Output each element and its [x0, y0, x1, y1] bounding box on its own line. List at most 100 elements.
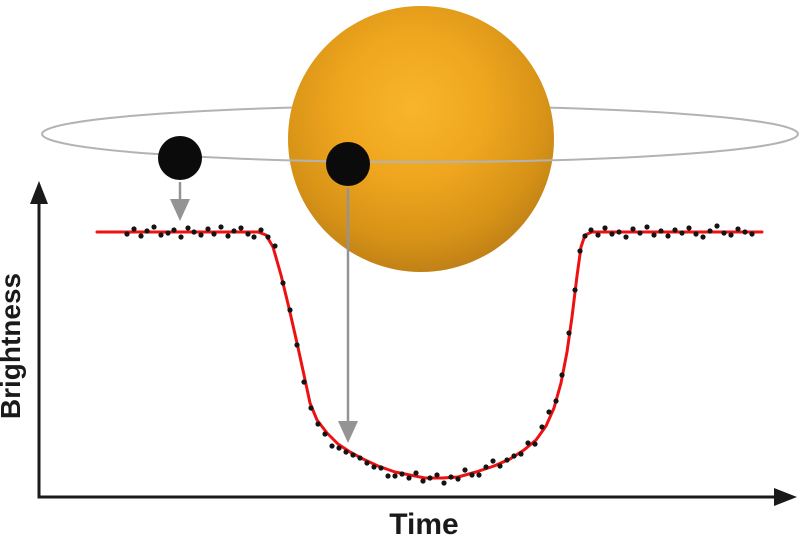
data-point: [191, 229, 197, 235]
data-point: [504, 457, 510, 463]
data-point: [287, 307, 293, 313]
data-point: [714, 223, 720, 229]
data-point: [728, 232, 734, 238]
axes: [30, 181, 797, 506]
data-point: [525, 440, 531, 446]
arrow-head-icon: [170, 199, 190, 221]
data-point: [357, 455, 363, 461]
data-point: [546, 409, 552, 415]
data-point: [280, 280, 286, 286]
data-point: [679, 230, 685, 236]
planet-out-of-transit: [158, 136, 202, 180]
star: [288, 6, 554, 272]
data-point: [185, 225, 191, 231]
data-point: [539, 424, 545, 430]
data-point: [225, 233, 231, 239]
data-point: [616, 229, 622, 235]
data-point: [171, 227, 177, 233]
orbit-front-arc: [41, 133, 799, 163]
data-point: [566, 330, 572, 336]
data-point: [700, 234, 706, 240]
data-point: [577, 248, 583, 254]
data-point: [490, 458, 496, 464]
data-point: [658, 228, 664, 234]
data-point: [251, 234, 257, 240]
data-point: [462, 467, 468, 473]
data-point: [336, 445, 342, 451]
data-point: [364, 460, 370, 466]
data-point: [205, 226, 211, 232]
data-point: [630, 226, 636, 232]
y-axis-label: Brightness: [0, 273, 26, 419]
data-point: [315, 421, 321, 427]
data-point: [735, 226, 741, 232]
data-point: [553, 398, 559, 404]
data-point: [238, 225, 244, 231]
data-point: [448, 474, 454, 480]
pointer-arrow-transit: [338, 188, 358, 443]
data-point: [413, 470, 419, 476]
data-point: [651, 232, 657, 238]
y-axis-arrowhead-icon: [30, 181, 48, 204]
data-point: [686, 225, 692, 231]
data-point: [308, 405, 314, 411]
x-axis-arrowhead-icon: [774, 488, 797, 506]
data-point: [371, 464, 377, 470]
data-point: [532, 441, 538, 447]
data-point: [406, 475, 412, 481]
data-point: [151, 224, 157, 230]
data-point: [420, 478, 426, 484]
data-point: [218, 224, 224, 230]
data-point: [707, 228, 713, 234]
data-point: [301, 379, 307, 385]
data-point: [350, 452, 356, 458]
data-point: [265, 234, 271, 240]
data-point: [211, 231, 217, 237]
data-point: [476, 472, 482, 478]
data-point: [582, 233, 588, 239]
data-point: [441, 480, 447, 486]
data-point: [742, 229, 748, 235]
data-point: [637, 230, 643, 236]
data-point: [588, 227, 594, 233]
data-point: [672, 227, 678, 233]
arrow-head-icon: [338, 421, 358, 443]
data-point: [399, 471, 405, 477]
data-point: [572, 287, 578, 293]
data-point: [378, 465, 384, 471]
lightcurve-model-line: [95, 230, 764, 480]
data-point: [158, 232, 164, 238]
data-point: [623, 234, 629, 240]
lightcurve-datapoints: [124, 223, 755, 486]
data-point: [644, 224, 650, 230]
data-point: [294, 342, 300, 348]
data-point: [483, 464, 489, 470]
pointer-arrow-left: [170, 182, 190, 221]
data-point: [434, 472, 440, 478]
data-point: [343, 449, 349, 455]
data-point: [595, 232, 601, 238]
data-point: [322, 431, 328, 437]
data-point: [721, 230, 727, 236]
data-point: [198, 232, 204, 238]
data-point: [518, 451, 524, 457]
data-point: [385, 473, 391, 479]
data-point: [165, 230, 171, 236]
planet-in-transit: [326, 142, 370, 186]
data-point: [455, 476, 461, 482]
data-point: [665, 233, 671, 239]
data-point: [497, 463, 503, 469]
data-point: [178, 234, 184, 240]
data-point: [144, 228, 150, 234]
data-point: [559, 372, 565, 378]
data-point: [392, 473, 398, 479]
data-point: [245, 231, 251, 237]
data-point: [693, 231, 699, 237]
data-point: [511, 453, 517, 459]
data-point: [131, 226, 137, 232]
x-axis-label: Time: [389, 508, 458, 541]
data-point: [272, 243, 278, 249]
data-point: [329, 443, 335, 449]
